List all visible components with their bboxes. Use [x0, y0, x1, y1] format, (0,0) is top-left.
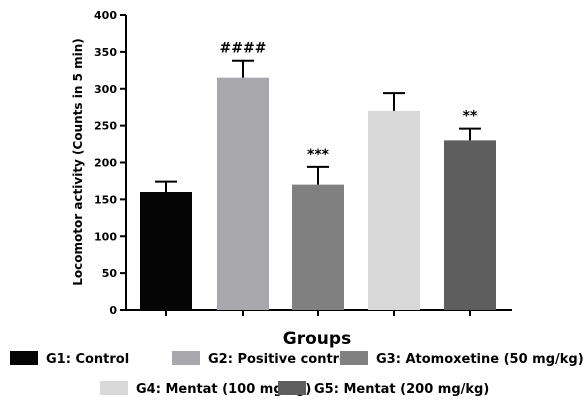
significance-label: ####	[220, 41, 267, 57]
legend-label: G5: Mentat (200 mg/kg)	[314, 382, 489, 397]
legend-label: G3: Atomoxetine (50 mg/kg)	[376, 352, 584, 367]
bar	[292, 184, 344, 310]
significance-label: **	[463, 109, 478, 125]
y-tick-label: 0	[109, 304, 117, 317]
legend-item: G4: Mentat (100 mg/kg)	[100, 381, 311, 397]
legend-item: G5: Mentat (200 mg/kg)	[278, 381, 489, 397]
bar	[217, 77, 269, 310]
error-bar	[232, 59, 254, 78]
legend-item: G2: Positive control	[172, 351, 353, 367]
y-tick-label: 350	[94, 46, 117, 59]
y-tick-label: 400	[94, 9, 117, 22]
x-axis-title: Groups	[283, 329, 351, 349]
legend-swatch	[10, 351, 38, 365]
error-bar	[383, 92, 405, 111]
legend-item: G3: Atomoxetine (50 mg/kg)	[340, 351, 584, 367]
error-bars	[155, 59, 481, 192]
y-axis-title: Locomotor activity (Counts in 5 min)	[71, 38, 85, 286]
error-bar	[307, 165, 329, 185]
legend-label: G1: Control	[46, 352, 129, 367]
bar	[368, 110, 420, 310]
bars	[140, 77, 496, 310]
legend-swatch	[340, 351, 368, 365]
y-tick-label: 150	[94, 193, 117, 206]
legend-swatch	[278, 381, 306, 395]
legend-swatch	[100, 381, 128, 395]
y-tick-label: 50	[102, 267, 118, 280]
legend-item: G1: Control	[10, 351, 129, 367]
y-tick-label: 250	[94, 120, 117, 133]
significance-label: ***	[307, 147, 330, 163]
legend-label: G4: Mentat (100 mg/kg)	[136, 382, 311, 397]
y-axis: 0 50 100 150 200 250 300 350 400	[94, 9, 127, 317]
y-tick-label: 300	[94, 83, 117, 96]
legend: G1: Control G2: Positive control G3: Atomo…	[10, 351, 584, 397]
bar	[140, 192, 192, 310]
y-tick-label: 100	[94, 230, 117, 243]
x-axis	[126, 309, 512, 316]
bar	[444, 140, 496, 310]
legend-label: G2: Positive control	[208, 352, 353, 367]
error-bar	[155, 180, 177, 192]
error-bar	[459, 127, 481, 141]
y-tick-label: 200	[94, 157, 117, 170]
legend-swatch	[172, 351, 200, 365]
significance-annotations: ####*****	[220, 41, 478, 163]
